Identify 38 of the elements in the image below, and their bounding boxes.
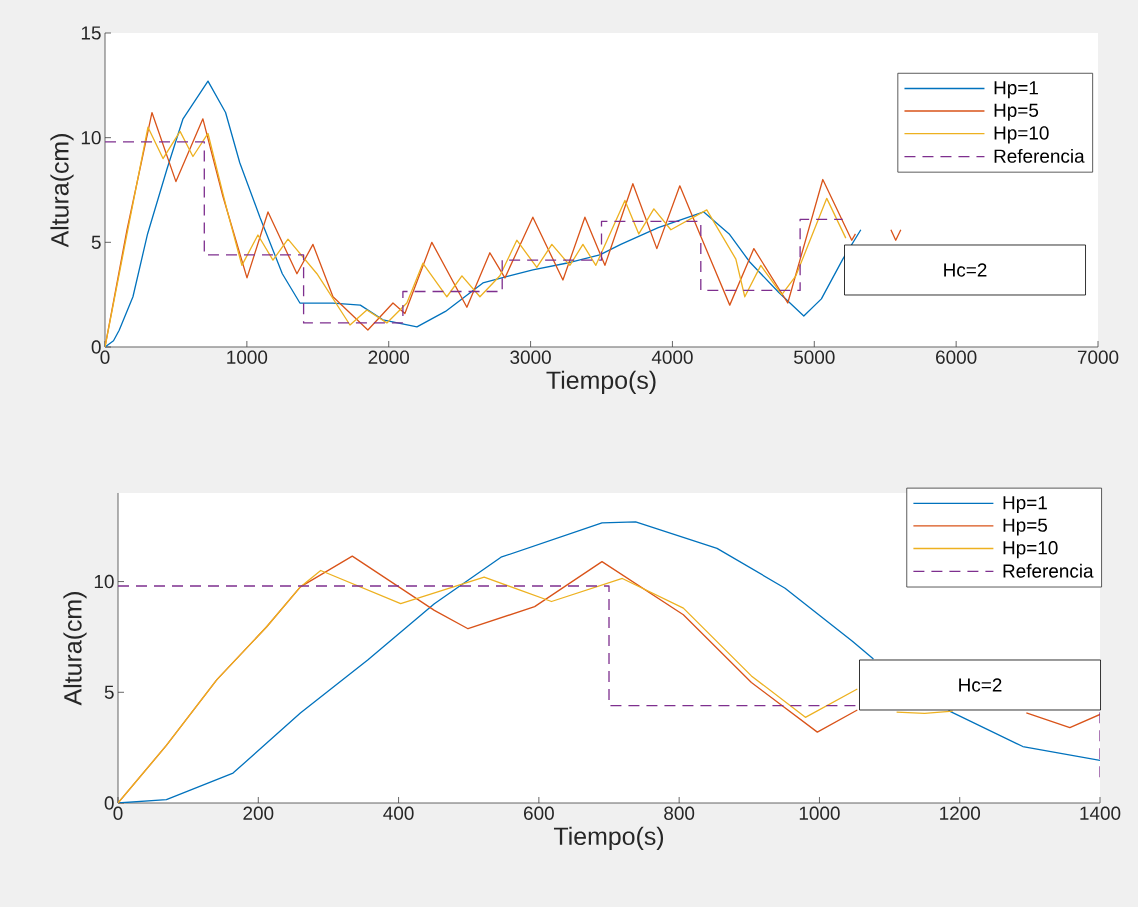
- line-series: [105, 141, 844, 324]
- y-tick-label: 10: [81, 130, 101, 145]
- legend-label: Hp=1: [994, 81, 1038, 99]
- legend-label: Hp=5: [994, 103, 1039, 121]
- x-tick-label: 600: [524, 806, 554, 820]
- x-tick-label: 1200: [940, 806, 981, 820]
- y-tick-label: 0: [104, 796, 114, 810]
- x-tick-label: 5000: [793, 350, 835, 364]
- legend-label: Referencia: [1003, 563, 1094, 578]
- x-tick-label: 4000: [651, 350, 693, 364]
- legend-label: Hp=1: [1003, 496, 1047, 514]
- y-tick-label: 10: [94, 574, 114, 589]
- line-series: [105, 80, 862, 347]
- y-axis-title: Altura(cm): [50, 134, 74, 248]
- y-tick-label: 0: [91, 340, 101, 354]
- legend-label: Referencia: [994, 148, 1085, 163]
- x-tick-label: 3000: [510, 350, 551, 364]
- y-tick-label: 5: [91, 235, 101, 249]
- x-axis-title: Tiempo(s): [553, 826, 664, 850]
- x-tick-label: 800: [664, 806, 695, 820]
- x-axis-title: Tiempo(s): [546, 370, 656, 394]
- x-tick-label: 7000: [1077, 350, 1119, 364]
- x-tick-label: 1000: [799, 806, 840, 820]
- x-tick-label: 200: [243, 806, 274, 820]
- x-tick-label: 1400: [1080, 806, 1121, 820]
- x-tick-label: 400: [383, 806, 414, 820]
- legend-label: Hp=5: [1003, 518, 1048, 536]
- y-tick-label: 5: [104, 685, 114, 699]
- legend-label: Hp=10: [1003, 541, 1058, 559]
- annotation: Hc=2: [944, 263, 987, 277]
- x-tick-label: 1000: [227, 350, 268, 364]
- x-tick-label: 0: [113, 806, 123, 820]
- x-tick-label: 6000: [936, 350, 977, 364]
- legend-label: Hp=10: [994, 126, 1049, 144]
- y-tick-label: 15: [81, 26, 101, 40]
- y-axis-title: Altura(cm): [63, 592, 87, 706]
- x-tick-label: 2000: [368, 350, 410, 364]
- annotation: Hc=2: [959, 678, 1002, 692]
